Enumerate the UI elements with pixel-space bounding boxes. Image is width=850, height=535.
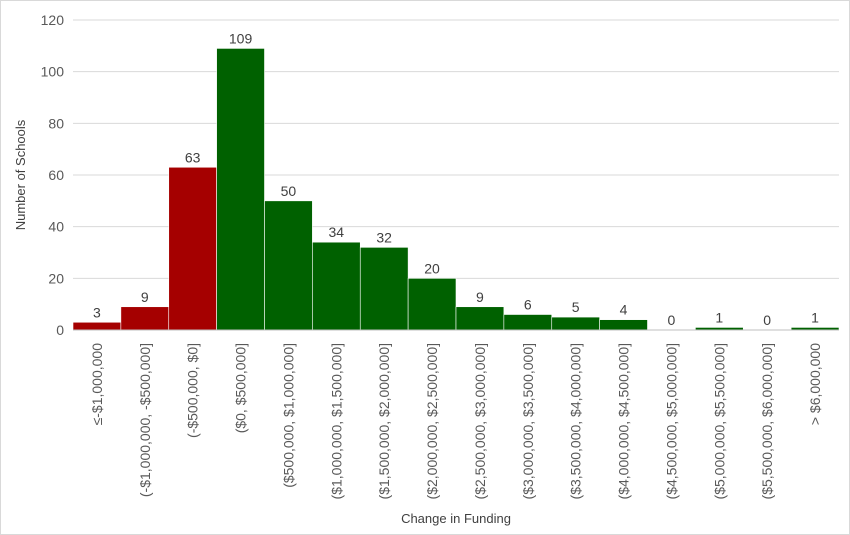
bar bbox=[359, 247, 409, 331]
x-tick-label: ($500,000, $1,000,000] bbox=[280, 343, 296, 488]
x-tick-label: ($3,500,000, $4,000,000] bbox=[568, 343, 584, 499]
x-axis-title: Change in Funding bbox=[401, 511, 511, 526]
x-tick-label: ($2,000,000, $2,500,000] bbox=[424, 343, 440, 499]
y-axis-ticks: 0 20 40 60 80 100 120 bbox=[41, 12, 65, 338]
y-tick-label: 80 bbox=[48, 115, 64, 131]
x-tick-label: ($5,500,000, $6,000,000] bbox=[759, 343, 775, 499]
bar bbox=[312, 241, 361, 331]
x-tick-label: ($4,500,000, $5,000,000] bbox=[663, 343, 679, 499]
y-tick-label: 60 bbox=[48, 167, 64, 183]
data-label: 63 bbox=[185, 149, 201, 165]
bar bbox=[407, 278, 457, 331]
data-label: 1 bbox=[811, 309, 819, 325]
bar bbox=[551, 316, 600, 331]
x-tick-label: ($3,000,000, $3,500,000] bbox=[520, 343, 536, 499]
y-tick-label: 20 bbox=[48, 270, 64, 286]
x-tick-label: ($2,500,000, $3,000,000] bbox=[472, 343, 488, 499]
data-label: 6 bbox=[524, 297, 532, 313]
x-tick-label: (-$500,000, $0] bbox=[185, 343, 201, 438]
y-axis-title: Number of Schools bbox=[13, 119, 28, 230]
data-label: 50 bbox=[281, 183, 297, 199]
bar bbox=[503, 314, 553, 331]
data-label: 5 bbox=[572, 299, 580, 315]
data-label: 32 bbox=[376, 229, 392, 245]
x-tick-label: ($1,000,000, $1,500,000] bbox=[328, 343, 344, 499]
data-label: 1 bbox=[715, 309, 723, 325]
x-tick-label: ($4,000,000, $4,500,000] bbox=[616, 343, 632, 499]
data-label: 0 bbox=[668, 312, 676, 328]
y-tick-label: 100 bbox=[41, 64, 65, 80]
data-label: 9 bbox=[476, 289, 484, 305]
y-tick-label: 0 bbox=[56, 322, 64, 338]
x-tick-label: > $6,000,000 bbox=[807, 343, 823, 425]
data-label: 0 bbox=[763, 312, 771, 328]
y-tick-label: 40 bbox=[48, 219, 64, 235]
bar bbox=[72, 321, 122, 331]
data-label: 3 bbox=[93, 304, 101, 320]
data-label: 34 bbox=[329, 224, 345, 240]
data-label: 4 bbox=[620, 302, 628, 318]
data-labels: 3 9 63 109 50 34 32 20 9 6 5 4 0 1 0 1 bbox=[93, 30, 819, 328]
x-tick-label: ($1,500,000, $2,000,000] bbox=[376, 343, 392, 499]
bar bbox=[264, 200, 313, 331]
bar bbox=[455, 306, 505, 331]
data-label: 109 bbox=[229, 30, 253, 46]
bar bbox=[216, 48, 265, 331]
x-tick-label: ($5,000,000, $5,500,000] bbox=[711, 343, 727, 499]
x-tick-label: ($0, $500,000] bbox=[233, 343, 249, 433]
x-tick-label: ≤-$1,000,000 bbox=[89, 343, 105, 426]
bar bbox=[120, 306, 170, 331]
x-tick-label: (-$1,000,000, -$500,000] bbox=[137, 343, 153, 497]
bar bbox=[168, 166, 217, 331]
data-label: 20 bbox=[424, 260, 440, 276]
bars bbox=[72, 48, 840, 331]
data-label: 9 bbox=[141, 289, 149, 305]
bar bbox=[599, 319, 648, 331]
y-tick-label: 120 bbox=[41, 12, 65, 28]
x-axis-ticks: ≤-$1,000,000 (-$1,000,000, -$500,000] (-$5… bbox=[89, 343, 823, 500]
